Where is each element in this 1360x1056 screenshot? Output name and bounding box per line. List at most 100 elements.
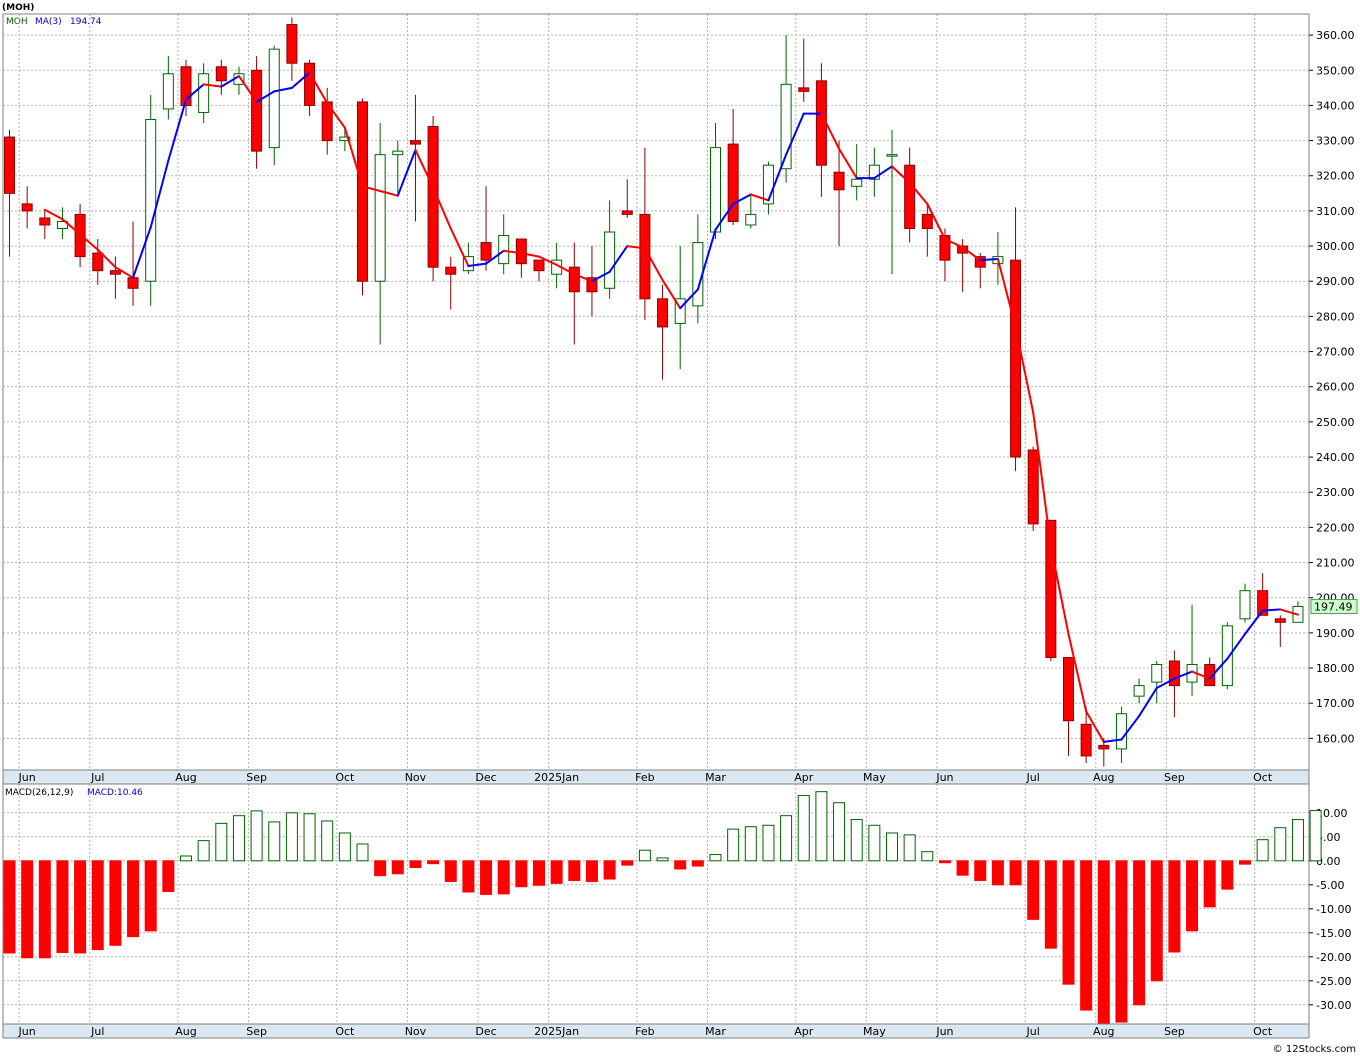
ma-segment xyxy=(926,202,946,241)
ma-segment xyxy=(520,252,540,258)
candle xyxy=(145,94,157,306)
macd-bar xyxy=(815,791,828,862)
macd-bar xyxy=(162,860,175,893)
price-month-label: Aug xyxy=(175,771,196,784)
price-tick-label: 340.00 xyxy=(1316,99,1355,112)
candle xyxy=(833,140,845,247)
macd-bar xyxy=(409,860,422,869)
candle-body xyxy=(1133,685,1145,697)
ma-segment xyxy=(1173,670,1194,680)
candle-body xyxy=(374,154,386,282)
ma-segment xyxy=(590,270,611,283)
macd-bar xyxy=(338,832,351,862)
price-month-label: May xyxy=(863,771,886,784)
candle-body xyxy=(56,220,68,229)
macd-tick-label: 5.00 xyxy=(1316,831,1341,844)
candle xyxy=(515,238,527,278)
macd-bar xyxy=(144,860,157,932)
candle-body xyxy=(1151,664,1163,683)
price-tick-label: 310.00 xyxy=(1316,205,1355,218)
price-tick-label: 260.00 xyxy=(1316,381,1355,394)
macd-bar xyxy=(1274,827,1287,862)
macd-bar xyxy=(462,860,475,893)
macd-bar xyxy=(1203,860,1216,908)
macd-bar xyxy=(56,860,69,953)
ma-segment xyxy=(979,257,999,262)
macd-bar xyxy=(762,824,775,862)
ma-segment xyxy=(1032,411,1052,548)
macd-bar xyxy=(974,860,987,881)
candle-body xyxy=(798,87,810,92)
candle xyxy=(409,94,421,222)
macd-bar xyxy=(1221,860,1234,890)
macd-tick-label: 0.00 xyxy=(1316,855,1341,868)
candle-body xyxy=(974,256,986,268)
candle xyxy=(533,259,545,282)
price-month-label: Apr xyxy=(794,771,814,784)
macd-bar xyxy=(232,815,245,862)
candle-body xyxy=(180,66,192,106)
ma-segment xyxy=(1102,738,1123,743)
candle-body xyxy=(1063,656,1074,722)
macd-month-label: May xyxy=(863,1025,886,1038)
candle-body xyxy=(1027,449,1039,525)
candle xyxy=(568,242,580,345)
macd-bar xyxy=(3,860,16,954)
macd-tick-label: -20.00 xyxy=(1316,951,1351,964)
macd-bar xyxy=(21,860,34,959)
candle xyxy=(445,256,457,310)
price-tick-label: 170.00 xyxy=(1316,697,1355,710)
candle xyxy=(357,98,368,296)
macd-tick-label: -25.00 xyxy=(1316,975,1351,988)
candle xyxy=(480,186,492,271)
candle-body xyxy=(957,245,969,254)
ma-segment xyxy=(1049,545,1070,636)
ma-segment xyxy=(1120,715,1141,741)
price-tick-label: 360.00 xyxy=(1316,29,1355,42)
macd-month-label: Aug xyxy=(1093,1025,1114,1038)
candle-body xyxy=(710,147,721,233)
ma-segment xyxy=(61,218,82,236)
macd-bar xyxy=(744,826,757,862)
macd-bar xyxy=(1009,860,1022,886)
macd-bar xyxy=(250,810,263,862)
candle-body xyxy=(1239,590,1251,620)
ma-segment xyxy=(679,288,699,310)
price-panel-title: (MOH) xyxy=(2,3,34,13)
macd-bar xyxy=(197,840,210,862)
candle-body xyxy=(815,80,827,166)
price-tick-label: 320.00 xyxy=(1316,170,1355,183)
price-tick-label: 220.00 xyxy=(1316,521,1355,534)
candle-body xyxy=(604,231,616,289)
ma-segment xyxy=(538,255,558,266)
macd-month-label: Oct xyxy=(1253,1025,1273,1038)
macd-tick-label: -10.00 xyxy=(1316,903,1351,916)
candle-body xyxy=(392,150,404,156)
candle-body xyxy=(1115,713,1127,750)
last-price-tag: 197.49 xyxy=(1310,599,1358,615)
ma-segment xyxy=(1067,633,1088,713)
candle xyxy=(162,56,174,120)
macd-bar xyxy=(568,860,581,881)
candle-body xyxy=(568,266,580,293)
macd-bar xyxy=(1062,860,1075,985)
macd-bar xyxy=(215,822,228,862)
macd-bar xyxy=(938,860,951,864)
macd-tick-label: 10.00 xyxy=(1316,807,1348,820)
candle-body xyxy=(1274,618,1286,623)
ma-segment xyxy=(961,246,982,262)
macd-bar xyxy=(480,860,493,895)
candle-body xyxy=(409,140,421,145)
candle xyxy=(198,63,210,124)
candle xyxy=(604,200,616,299)
candle xyxy=(56,207,68,240)
candle-body xyxy=(762,164,774,205)
ma-segment xyxy=(185,83,205,101)
copyright-text: © 12Stocks.com xyxy=(1273,1044,1356,1055)
macd-bar xyxy=(886,832,898,862)
candle xyxy=(392,140,404,194)
price-month-label: Feb xyxy=(635,771,654,784)
ma-segment xyxy=(873,165,893,180)
ma-segment xyxy=(502,249,523,255)
